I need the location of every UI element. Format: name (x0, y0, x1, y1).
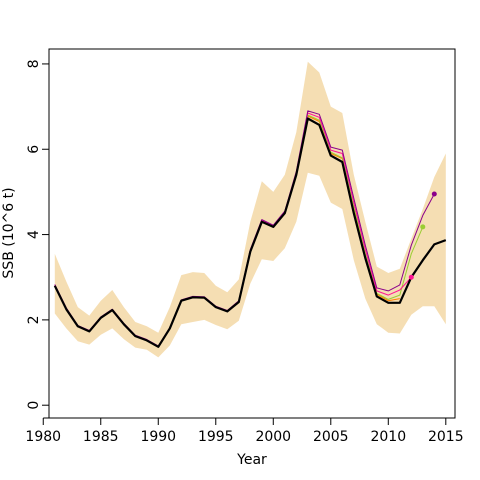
y-axis: 0 2 4 6 8 (26, 59, 50, 410)
endpoint-marker (420, 224, 426, 230)
x-tick-label: 2005 (313, 429, 349, 445)
y-tick-label: 0 (26, 401, 42, 410)
x-tick-label: 1985 (83, 429, 119, 445)
endpoint-marker (431, 191, 437, 197)
y-tick-label: 4 (26, 230, 42, 239)
endpoint-marker (408, 274, 414, 280)
y-tick-label: 8 (26, 59, 42, 68)
x-axis: 1980 1985 1990 1995 2000 2005 2010 2015 (25, 417, 464, 445)
x-axis-label: Year (236, 452, 267, 468)
x-tick-label: 1990 (140, 429, 176, 445)
y-axis-label: SSB (10^6 t) (1, 187, 17, 278)
x-tick-label: 1995 (198, 429, 234, 445)
y-tick-label: 2 (26, 315, 42, 324)
x-tick-label: 2015 (428, 429, 464, 445)
x-tick-label: 2000 (255, 429, 291, 445)
series-layer (53, 110, 447, 348)
confidence-band-layer (54, 61, 446, 358)
confidence-band (54, 61, 446, 358)
endpoint-markers-layer (408, 191, 437, 280)
x-tick-label: 1980 (25, 429, 61, 445)
y-tick-label: 6 (26, 145, 42, 154)
x-tick-label: 2010 (370, 429, 406, 445)
series-line-main (53, 117, 447, 348)
